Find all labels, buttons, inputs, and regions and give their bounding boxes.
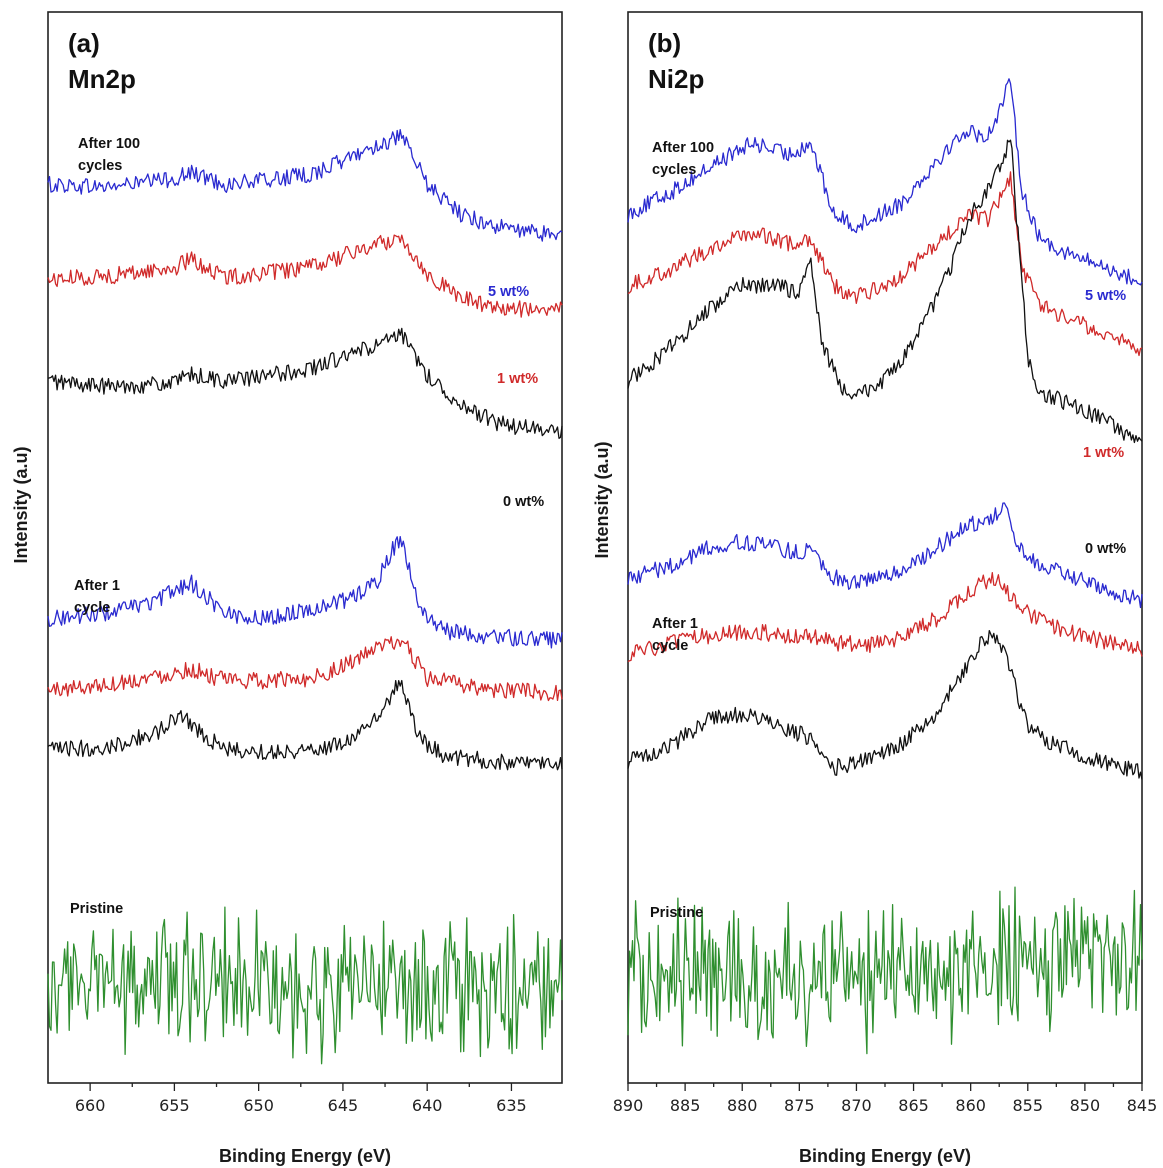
x-tick-label: 650 [243, 1096, 274, 1115]
series-line-after-100-cycles-5wt [627, 78, 1143, 286]
panel-a-plot-frame [47, 11, 563, 1084]
panel-b-pristine-label: Pristine [650, 905, 703, 921]
panel-b-x-ticks: 890 885 880 875 870 865 860 855 850 845 [613, 1083, 1158, 1115]
panel-b-ni2p: 890 885 880 875 870 865 860 855 850 845 (b) Ni2p … [592, 11, 1158, 1166]
series-line-after-1-cycle-5wt [47, 535, 563, 649]
panel-b-after1-line2: cycle [652, 638, 688, 654]
x-tick-label: 850 [1070, 1096, 1101, 1115]
panel-a-y-axis-label: Intensity (a.u) [11, 446, 31, 563]
panel-a-x-axis-label: Binding Energy (eV) [219, 1146, 391, 1166]
series-line-after-100-cycles-0wt [47, 327, 563, 439]
x-tick-label: 870 [841, 1096, 872, 1115]
x-tick-label: 890 [613, 1096, 644, 1115]
panel-b-after1-line1: After 1 [652, 616, 698, 632]
series-line-after-100-cycles-1wt [627, 171, 1143, 357]
series-line-after-1-cycle-1wt [627, 572, 1143, 663]
panel-a-label-1wt: 1 wt% [497, 371, 538, 387]
x-tick-label: 875 [784, 1096, 815, 1115]
panel-a-label: (a) [68, 28, 100, 58]
panel-a-title: Mn2p [68, 64, 136, 94]
panel-b-label-0wt: 0 wt% [1085, 541, 1126, 557]
x-tick-label: 845 [1127, 1096, 1158, 1115]
x-tick-label: 865 [898, 1096, 929, 1115]
series-line-after-1-cycle-0wt [47, 679, 563, 771]
x-tick-label: 855 [1013, 1096, 1044, 1115]
x-tick-label: 635 [496, 1096, 527, 1115]
series-line-pristine-pristine [47, 906, 563, 1065]
x-tick-label: 645 [328, 1096, 359, 1115]
series-line-after-1-cycle-1wt [47, 636, 563, 702]
panel-a-traces [47, 129, 563, 1065]
series-line-after-100-cycles-0wt [627, 139, 1143, 444]
series-line-after-100-cycles-5wt [47, 129, 563, 242]
panel-a-after1-line1: After 1 [74, 578, 120, 594]
series-line-after-1-cycle-0wt [627, 629, 1143, 780]
panel-b-y-axis-label: Intensity (a.u) [592, 441, 612, 558]
series-line-pristine-pristine [627, 886, 1143, 1055]
panel-b-label: (b) [648, 28, 681, 58]
panel-a-after100-line1: After 100 [78, 136, 140, 152]
x-tick-label: 660 [75, 1096, 106, 1115]
panel-b-title: Ni2p [648, 64, 704, 94]
panel-a-label-0wt: 0 wt% [503, 494, 544, 510]
x-tick-label: 880 [727, 1096, 758, 1115]
panel-a-after1-line2: cycle [74, 600, 110, 616]
x-tick-label: 655 [159, 1096, 190, 1115]
series-line-after-100-cycles-1wt [47, 234, 563, 318]
panel-a-x-ticks: 660 655 650 645 640 635 [75, 1083, 527, 1115]
x-tick-label: 640 [412, 1096, 443, 1115]
panel-a-after100-line2: cycles [78, 158, 122, 174]
panel-b-x-axis-label: Binding Energy (eV) [799, 1146, 971, 1166]
panel-b-after100-line1: After 100 [652, 140, 714, 156]
series-line-after-1-cycle-5wt [627, 502, 1143, 609]
panel-b-label-1wt: 1 wt% [1083, 445, 1124, 461]
panel-a-pristine-label: Pristine [70, 901, 123, 917]
panel-b-label-5wt: 5 wt% [1085, 288, 1126, 304]
panel-b-traces [627, 78, 1143, 1055]
panel-a-label-5wt: 5 wt% [488, 284, 529, 300]
x-tick-label: 860 [955, 1096, 986, 1115]
x-tick-label: 885 [670, 1096, 701, 1115]
panel-a-mn2p: 660 655 650 645 640 635 (a) Mn2p After 100 cy… [11, 11, 563, 1166]
panel-b-after100-line2: cycles [652, 162, 696, 178]
